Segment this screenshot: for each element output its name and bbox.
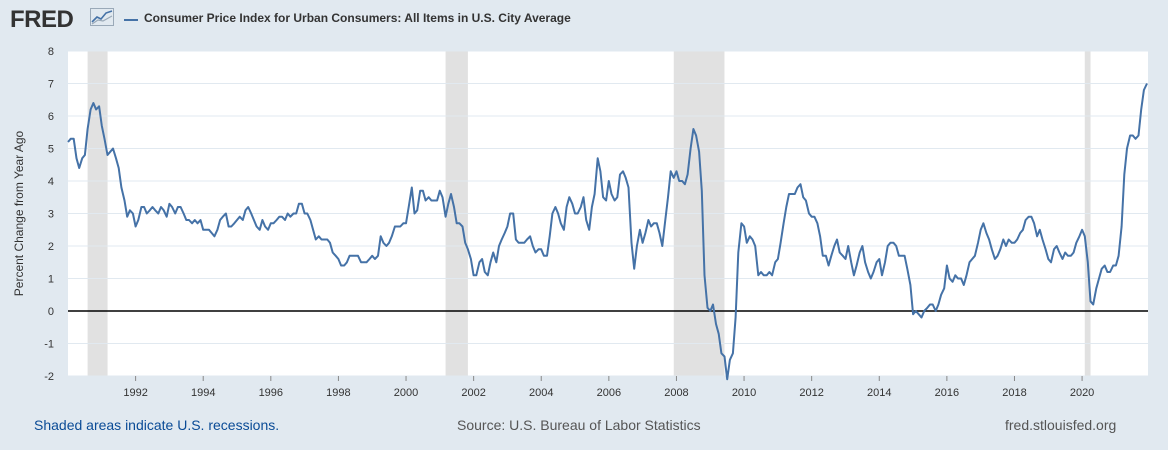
y-tick-label: 6 (48, 111, 54, 123)
y-axis-label: Percent Change from Year Ago (12, 130, 26, 296)
y-tick-label: 1 (48, 274, 54, 286)
y-tick-label: 3 (48, 209, 54, 221)
x-tick-label: 2020 (1070, 387, 1094, 399)
y-tick-label: 8 (48, 46, 54, 58)
x-tick-label: 2016 (935, 387, 959, 399)
x-tick-label: 1996 (259, 387, 283, 399)
horizontal-gridlines (68, 50, 1148, 377)
x-tick-label: 2008 (664, 387, 688, 399)
x-tick-label: 2014 (867, 387, 891, 399)
x-tick-label: 1994 (191, 387, 215, 399)
fred-site-link[interactable]: fred.stlouisfed.org (1005, 417, 1117, 433)
chart-header: FRED Consumer Price Index for Urban Cons… (0, 0, 1168, 44)
x-tick-label: 1992 (123, 387, 147, 399)
cpi-series-line (67, 83, 1148, 381)
y-axis-ticks: -2 -1 0 1 2 3 4 5 6 7 8 (44, 46, 54, 383)
y-tick-label: 4 (48, 176, 54, 188)
x-tick-label: 2018 (1002, 387, 1026, 399)
fred-logo[interactable]: FRED (10, 6, 74, 33)
y-tick-label: 7 (48, 79, 54, 91)
x-tick-label: 2006 (597, 387, 621, 399)
y-tick-label: -2 (44, 371, 54, 383)
x-tick-label: 2012 (799, 387, 823, 399)
recessions-note-link[interactable]: Shaded areas indicate U.S. recessions. (34, 417, 280, 433)
series-lines (67, 83, 1148, 381)
y-tick-label: 5 (48, 144, 54, 156)
x-tick-label: 2004 (529, 387, 553, 399)
source-text: Source: U.S. Bureau of Labor Statistics (457, 417, 701, 433)
legend-swatch (124, 19, 138, 21)
chart-line-icon (90, 8, 114, 26)
x-tick-label: 2010 (732, 387, 756, 399)
legend-series-label: Consumer Price Index for Urban Consumers… (144, 11, 571, 25)
y-tick-label: 2 (48, 241, 54, 253)
y-tick-label: -1 (44, 339, 54, 351)
x-tick-label: 1998 (326, 387, 350, 399)
x-tick-label: 2000 (394, 387, 418, 399)
x-tick-label: 2002 (461, 387, 485, 399)
y-tick-label: 0 (48, 306, 54, 318)
x-axis-ticks: 1992 1994 1996 1998 2000 2002 2004 2006 2008 2010… (123, 376, 1094, 399)
